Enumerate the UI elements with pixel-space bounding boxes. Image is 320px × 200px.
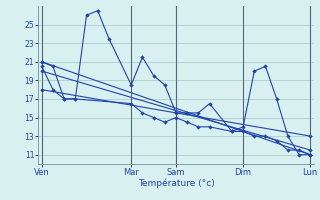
X-axis label: Température (°c): Température (°c) <box>138 179 214 188</box>
